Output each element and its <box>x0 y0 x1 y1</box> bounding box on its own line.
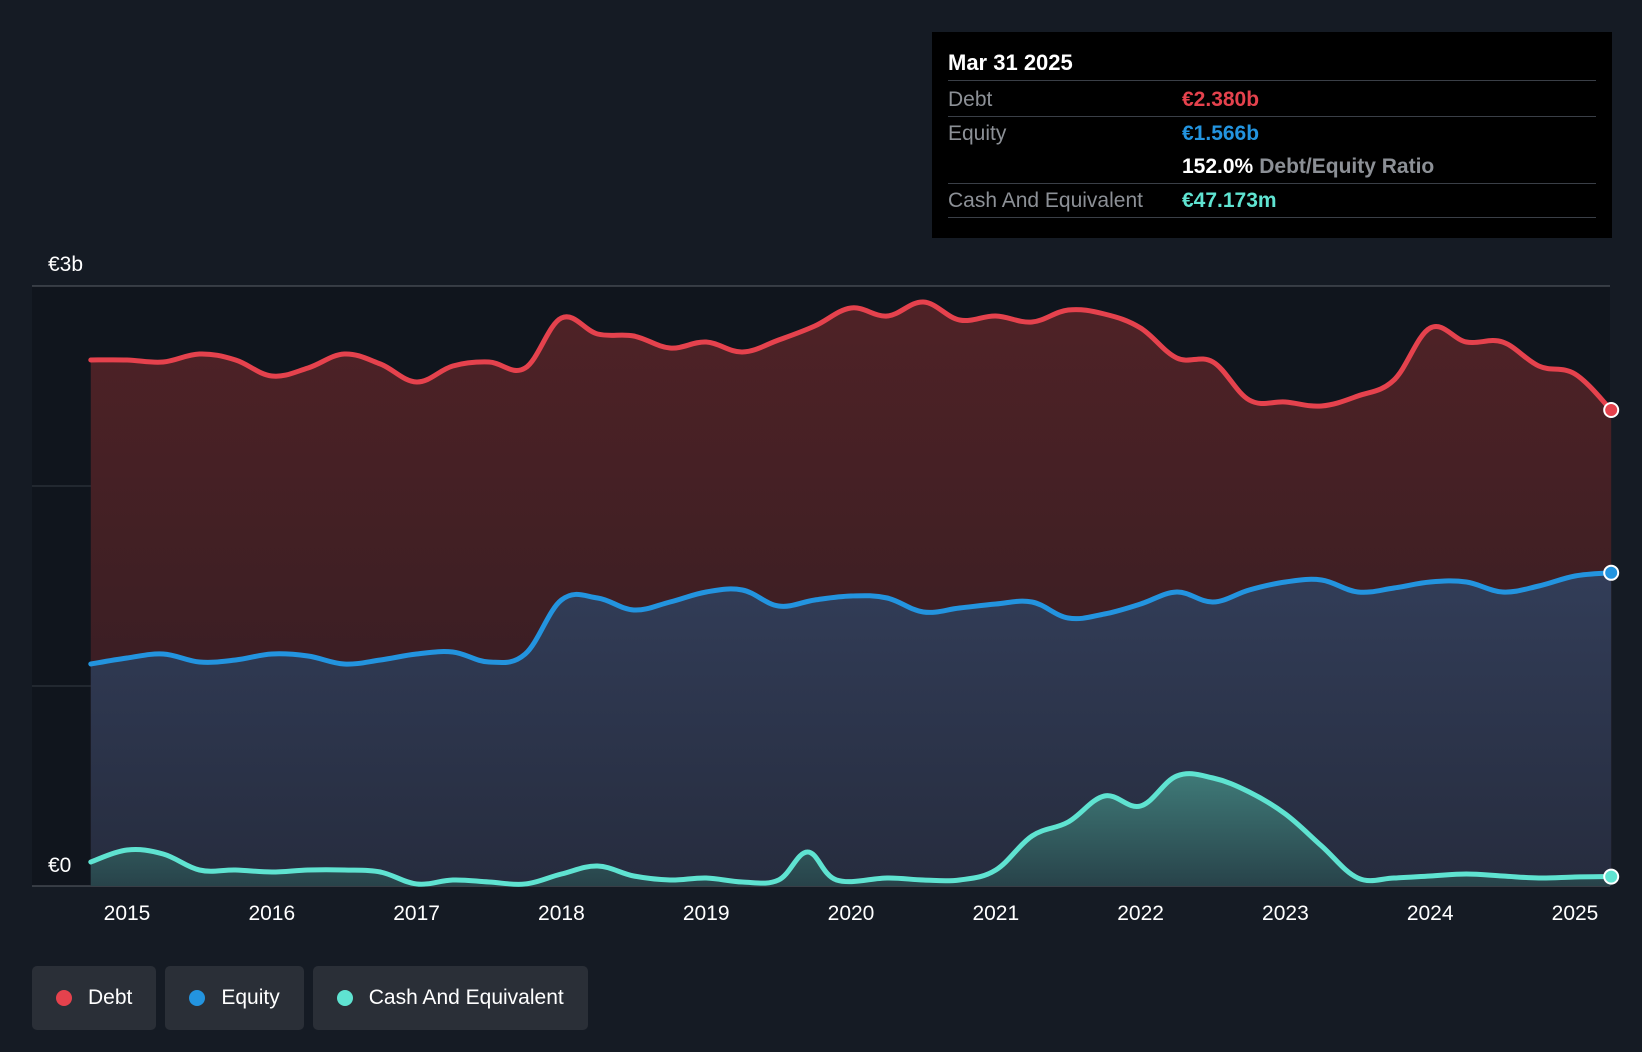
x-tick-label: 2018 <box>538 902 585 925</box>
legend-dot-debt-icon <box>56 990 72 1006</box>
tooltip-debt-label: Debt <box>948 88 993 111</box>
tooltip-ratio-value: 152.0% <box>1182 155 1254 178</box>
debt-end-marker <box>1603 402 1620 418</box>
y-tick-label: €0 <box>48 854 71 877</box>
x-tick-label: 2025 <box>1552 902 1599 925</box>
tooltip-date: Mar 31 2025 <box>948 46 1596 81</box>
tooltip-debt-value: €2.380b <box>1182 88 1260 111</box>
equity-line <box>88 570 1614 667</box>
x-tick-label: 2016 <box>248 902 295 925</box>
tooltip-panel: Mar 31 2025 Debt €2.380b Equity €1.566b … <box>932 32 1612 238</box>
x-tick-label: 2021 <box>972 902 1019 925</box>
chart-legend: Debt Equity Cash And Equivalent <box>32 966 588 1030</box>
legend-label-equity: Equity <box>221 986 280 1009</box>
x-tick-label: 2019 <box>683 902 730 925</box>
x-tick-label: 2015 <box>104 902 151 925</box>
tooltip-equity-label: Equity <box>948 122 1007 145</box>
tooltip-ratio-label: Debt/Equity Ratio <box>1259 155 1435 178</box>
tooltip-ratio-row: 152.0% Debt/Equity Ratio <box>948 150 1596 184</box>
x-tick-label: 2024 <box>1407 902 1454 925</box>
legend-item-debt[interactable]: Debt <box>32 966 157 1030</box>
legend-item-cash[interactable]: Cash And Equivalent <box>312 966 588 1030</box>
x-tick-label: 2020 <box>828 902 875 925</box>
tooltip-cash-value: €47.173m <box>1182 189 1277 212</box>
tooltip-cash-row: Cash And Equivalent €47.173m <box>948 184 1596 218</box>
y-tick-label: €3b <box>48 253 83 276</box>
tooltip-equity-row: Equity €1.566b <box>948 117 1596 150</box>
cash-end-marker <box>1603 868 1620 885</box>
legend-dot-cash-icon <box>336 990 353 1006</box>
equity-end-marker <box>1603 564 1620 581</box>
legend-label-debt: Debt <box>88 986 133 1009</box>
tooltip-equity-value: €1.566b <box>1182 122 1260 145</box>
tooltip-debt-row: Debt €2.380b <box>948 83 1596 117</box>
legend-label-cash: Cash And Equivalent <box>368 986 564 1009</box>
end-markers <box>1603 402 1620 885</box>
axis-labels: €3b €0 2015 2016 2017 2018 2019 2020 2021 2022 202… <box>48 253 1598 925</box>
legend-dot-equity-icon <box>189 990 206 1006</box>
x-tick-label: 2022 <box>1117 902 1164 925</box>
x-tick-label: 2023 <box>1262 902 1309 925</box>
legend-item-equity[interactable]: Equity <box>165 966 304 1030</box>
cash-area <box>90 773 1612 886</box>
cash-line <box>88 771 1614 887</box>
series-lines <box>88 299 1614 887</box>
x-tick-label: 2017 <box>393 902 440 925</box>
tooltip-cash-label: Cash And Equivalent <box>948 189 1143 212</box>
debt-line <box>88 299 1614 413</box>
